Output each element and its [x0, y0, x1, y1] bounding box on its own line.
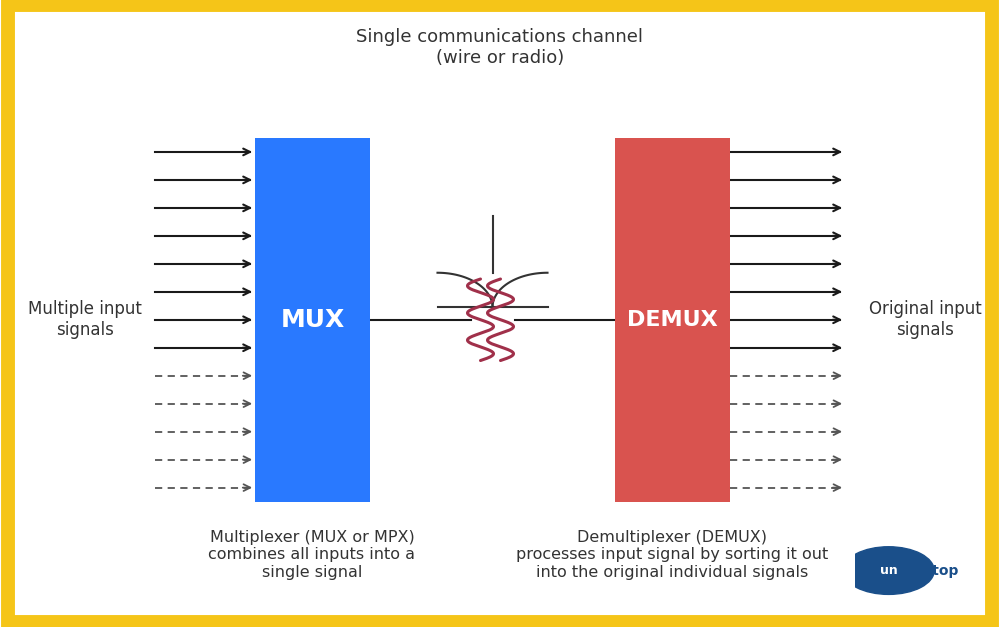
Text: un: un [880, 564, 897, 577]
Text: stop: stop [924, 564, 959, 577]
Circle shape [843, 547, 934, 594]
Text: Demultiplexer (DEMUX)
processes input signal by sorting it out
into the original: Demultiplexer (DEMUX) processes input si… [516, 530, 828, 579]
Bar [615, 138, 730, 502]
Text: Original input
signals: Original input signals [869, 300, 981, 339]
Text: DEMUX: DEMUX [627, 310, 718, 330]
Text: Multiplexer (MUX or MPX)
combines all inputs into a
single signal: Multiplexer (MUX or MPX) combines all in… [208, 530, 416, 579]
Bar [255, 138, 370, 502]
Text: Multiple input
signals: Multiple input signals [28, 300, 142, 339]
Text: Single communications channel
(wire or radio): Single communications channel (wire or r… [356, 28, 644, 67]
Text: MUX: MUX [280, 308, 345, 332]
